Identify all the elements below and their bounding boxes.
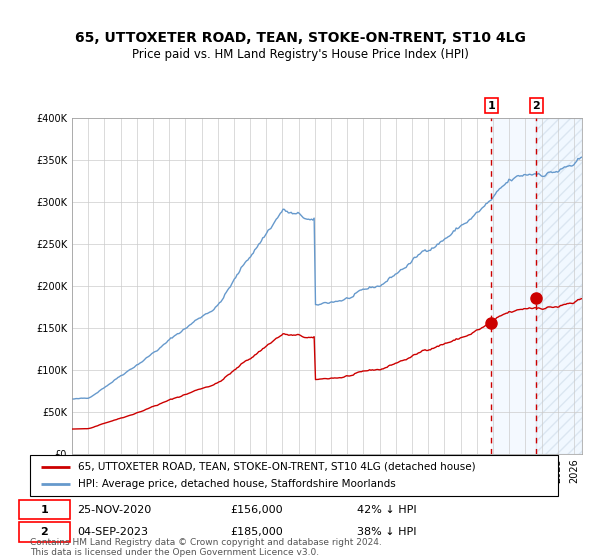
Text: Contains HM Land Registry data © Crown copyright and database right 2024.
This d: Contains HM Land Registry data © Crown c…: [30, 538, 382, 557]
Text: 25-NOV-2020: 25-NOV-2020: [77, 505, 152, 515]
Text: 65, UTTOXETER ROAD, TEAN, STOKE-ON-TRENT, ST10 4LG (detached house): 65, UTTOXETER ROAD, TEAN, STOKE-ON-TRENT…: [77, 461, 475, 472]
FancyBboxPatch shape: [19, 500, 70, 520]
Text: 1: 1: [40, 505, 48, 515]
Text: 42% ↓ HPI: 42% ↓ HPI: [358, 505, 417, 515]
FancyBboxPatch shape: [19, 522, 70, 542]
FancyBboxPatch shape: [30, 455, 558, 496]
Text: 2: 2: [532, 101, 540, 111]
Bar: [491, 118, 536, 454]
Text: £185,000: £185,000: [230, 527, 283, 537]
Text: £156,000: £156,000: [230, 505, 283, 515]
Text: HPI: Average price, detached house, Staffordshire Moorlands: HPI: Average price, detached house, Staf…: [77, 479, 395, 489]
Text: 65, UTTOXETER ROAD, TEAN, STOKE-ON-TRENT, ST10 4LG: 65, UTTOXETER ROAD, TEAN, STOKE-ON-TRENT…: [74, 31, 526, 45]
Text: 04-SEP-2023: 04-SEP-2023: [77, 527, 149, 537]
Text: 38% ↓ HPI: 38% ↓ HPI: [358, 527, 417, 537]
Text: 1: 1: [487, 101, 495, 111]
Text: Price paid vs. HM Land Registry's House Price Index (HPI): Price paid vs. HM Land Registry's House …: [131, 48, 469, 60]
Bar: [536, 118, 582, 454]
Text: 2: 2: [40, 527, 48, 537]
